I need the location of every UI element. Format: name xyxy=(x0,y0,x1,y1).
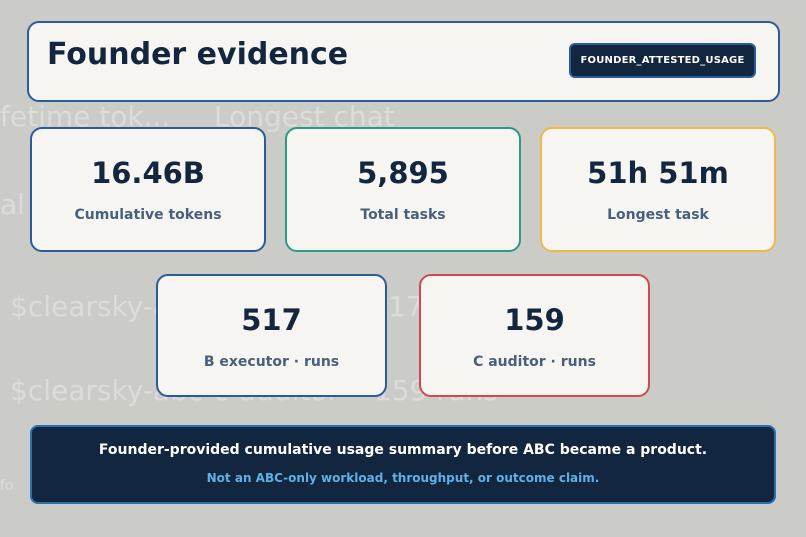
stat-card-total-tasks: 5,895 Total tasks xyxy=(285,127,521,252)
ghost-text: al xyxy=(0,188,25,221)
ghost-text: $clearsky-a xyxy=(10,290,171,323)
page-title: Founder evidence xyxy=(47,37,349,72)
disclaimer-sub: Not an ABC-only workload, throughput, or… xyxy=(206,471,600,485)
stat-value: 51h 51m xyxy=(587,156,729,190)
ghost-text: 17 xyxy=(388,290,424,323)
stat-label: Cumulative tokens xyxy=(74,207,222,223)
stat-card-b-executor-runs: 517 B executor · runs xyxy=(156,274,387,397)
stat-label: B executor · runs xyxy=(203,354,340,370)
ghost-text: fo xyxy=(0,478,14,494)
evidence-header: Founder evidence FOUNDER_ATTESTED_USAGE xyxy=(27,21,780,102)
stat-value: 517 xyxy=(241,303,302,337)
stat-value: 5,895 xyxy=(357,156,449,190)
stat-label: Longest task xyxy=(607,207,709,223)
usage-disclaimer: Founder-provided cumulative usage summar… xyxy=(30,425,776,504)
stat-label: Total tasks xyxy=(360,207,446,223)
stat-value: 16.46B xyxy=(91,156,205,190)
stat-value: 159 xyxy=(504,303,565,337)
stat-card-longest-task: 51h 51m Longest task xyxy=(540,127,776,252)
stat-label: C auditor · runs xyxy=(473,354,596,370)
disclaimer-main: Founder-provided cumulative usage summar… xyxy=(98,442,708,458)
attestation-badge: FOUNDER_ATTESTED_USAGE xyxy=(569,43,756,78)
stat-card-c-auditor-runs: 159 C auditor · runs xyxy=(419,274,650,397)
stat-card-cumulative-tokens: 16.46B Cumulative tokens xyxy=(30,127,266,252)
